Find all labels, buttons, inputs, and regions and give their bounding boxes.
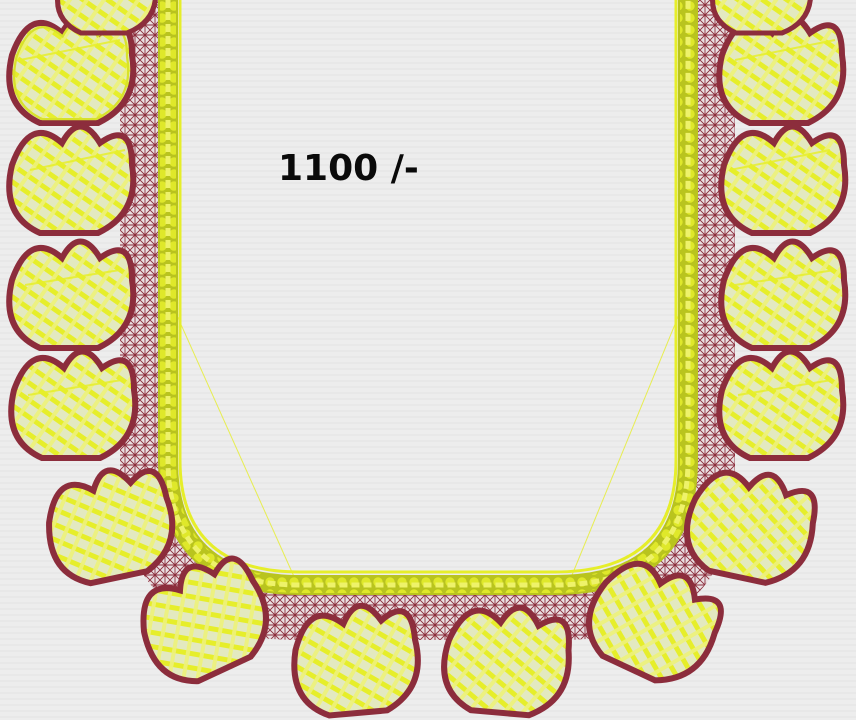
- leaf-motif: [718, 238, 849, 351]
- leaf-motif: [441, 604, 572, 719]
- price-label: 1100 /-: [278, 148, 419, 189]
- leaf-motif: [716, 348, 847, 461]
- leaf-motif: [291, 602, 421, 719]
- leaf-motif: [6, 238, 137, 351]
- leaf-motif: [46, 467, 176, 587]
- leaf-motif: [586, 560, 724, 684]
- leaf-motif: [683, 469, 818, 586]
- leaf-motif: [140, 555, 269, 685]
- leaf-motif: [718, 123, 849, 236]
- leaf-motif: [55, 0, 158, 36]
- leaf-motif: [8, 348, 139, 461]
- leaf-motif: [710, 0, 813, 36]
- leaf-motif: [6, 123, 137, 236]
